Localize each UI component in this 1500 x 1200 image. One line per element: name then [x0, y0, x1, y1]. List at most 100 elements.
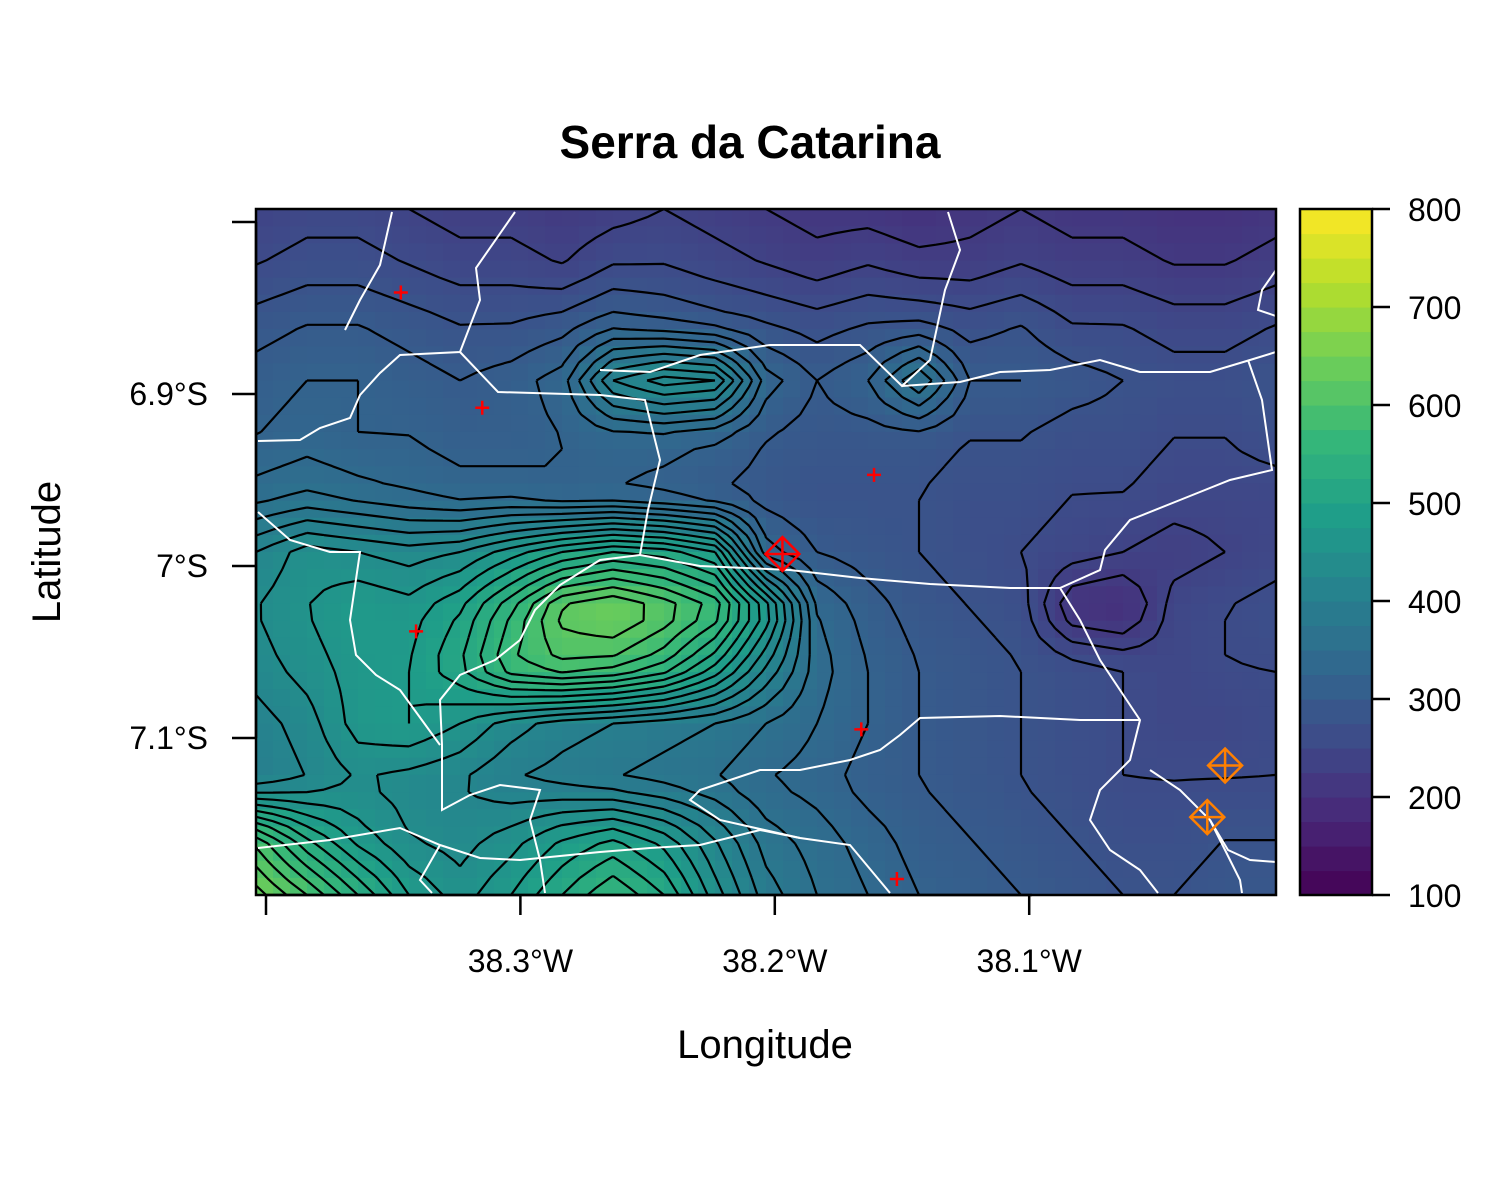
raster-cell	[443, 723, 461, 742]
raster-cell	[834, 534, 852, 553]
raster-cell	[817, 277, 835, 296]
raster-cell	[1242, 569, 1260, 587]
raster-cell	[1004, 586, 1022, 605]
raster-cell	[630, 294, 648, 313]
colorbar-step	[1300, 772, 1372, 798]
raster-cell	[341, 689, 359, 707]
raster-cell	[528, 672, 546, 690]
raster-cell	[307, 740, 325, 759]
raster-cell	[987, 757, 1005, 776]
raster-cell	[528, 723, 546, 742]
raster-cell	[1038, 654, 1056, 673]
raster-cell	[273, 740, 291, 759]
raster-cell	[783, 534, 801, 553]
raster-cell	[1021, 723, 1039, 742]
raster-cell	[409, 689, 427, 707]
raster-cell	[273, 706, 291, 725]
raster-cell	[1174, 843, 1192, 862]
raster-cell	[579, 209, 597, 227]
raster-cell	[1004, 757, 1022, 776]
raster-cell	[1072, 260, 1090, 279]
raster-cell	[1174, 277, 1192, 296]
raster-cell	[953, 414, 971, 433]
raster-cell	[1242, 500, 1260, 519]
raster-cell	[834, 363, 852, 382]
raster-cell	[919, 654, 937, 673]
raster-cell	[919, 774, 937, 793]
raster-cell	[783, 209, 801, 227]
raster-cell	[1123, 809, 1141, 827]
raster-cell	[1089, 466, 1107, 484]
raster-cell	[953, 654, 971, 673]
raster-cell	[562, 414, 580, 433]
raster-cell	[1055, 706, 1073, 725]
raster-cell	[290, 294, 308, 313]
x-tick-label: 38.1°W	[977, 943, 1083, 979]
raster-cell	[936, 740, 954, 759]
raster-cell	[1004, 843, 1022, 862]
raster-cell	[919, 706, 937, 725]
raster-cell	[409, 226, 427, 244]
raster-cell	[1174, 380, 1192, 399]
raster-cell	[1225, 431, 1243, 450]
raster-cell	[817, 380, 835, 399]
raster-cell	[698, 294, 716, 313]
raster-cell	[1106, 792, 1124, 810]
raster-cell	[494, 466, 512, 484]
raster-cell	[511, 774, 529, 793]
raster-cell	[545, 877, 563, 895]
raster-cell	[630, 431, 648, 450]
raster-cell	[868, 843, 886, 862]
raster-cell	[477, 431, 495, 450]
raster-cell	[494, 311, 512, 330]
raster-cell	[1140, 826, 1158, 845]
raster-cell	[970, 517, 988, 536]
raster-cell	[936, 346, 954, 364]
raster-cell	[307, 226, 325, 244]
raster-cell	[290, 363, 308, 382]
raster-cell	[1259, 877, 1276, 895]
raster-cell	[341, 826, 359, 845]
raster-cell	[800, 466, 818, 484]
raster-cell	[562, 723, 580, 742]
raster-cell	[1004, 740, 1022, 759]
raster-cell	[1259, 757, 1276, 776]
raster-cell	[460, 654, 478, 673]
raster-cell	[477, 329, 495, 347]
raster-cell	[647, 294, 665, 313]
raster-cell	[817, 774, 835, 793]
raster-cell	[545, 363, 563, 382]
raster-cell	[1191, 466, 1209, 484]
raster-cell	[1157, 209, 1175, 227]
raster-cell	[375, 397, 393, 416]
raster-cell	[409, 466, 427, 484]
raster-cell	[817, 534, 835, 553]
raster-cell	[970, 774, 988, 793]
raster-cell	[358, 620, 376, 639]
colorbar-step	[1300, 356, 1372, 382]
raster-cell	[545, 226, 563, 244]
raster-cell	[647, 226, 665, 244]
raster-cell	[817, 346, 835, 364]
y-tick-label: 6.9°S	[129, 376, 208, 412]
raster-cell	[664, 603, 682, 622]
raster-cell	[1089, 243, 1107, 262]
raster-cell	[1038, 706, 1056, 725]
raster-cell	[596, 792, 614, 810]
raster-cell	[1157, 311, 1175, 330]
raster-cell	[1038, 500, 1056, 519]
raster-cell	[851, 500, 869, 519]
raster-cell	[358, 449, 376, 467]
raster-cell	[1208, 843, 1226, 862]
raster-cell	[970, 414, 988, 433]
raster-cell	[1021, 243, 1039, 262]
raster-cell	[1191, 603, 1209, 622]
raster-cell	[1140, 672, 1158, 690]
raster-cell	[919, 243, 937, 262]
raster-cell	[868, 534, 886, 553]
raster-cell	[443, 654, 461, 673]
raster-cell	[681, 603, 699, 622]
raster-cell	[766, 209, 784, 227]
raster-cell	[307, 380, 325, 399]
raster-cell	[902, 723, 920, 742]
